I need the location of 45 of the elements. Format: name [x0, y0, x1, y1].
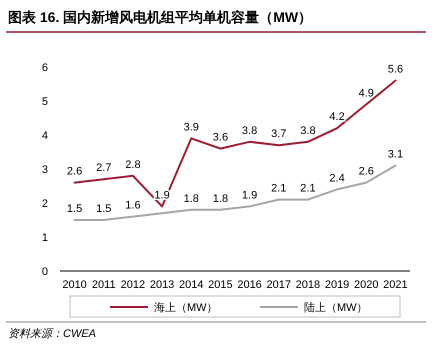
legend-label: 陆上（MW） — [304, 301, 368, 314]
y-tick-label: 2 — [42, 198, 48, 210]
x-tick-label: 2017 — [266, 279, 291, 291]
data-label: 2.1 — [300, 182, 316, 195]
legend-label: 海上（MW） — [154, 301, 218, 314]
y-tick-label: 6 — [42, 62, 48, 74]
data-label: 3.1 — [388, 148, 404, 161]
data-label: 1.8 — [212, 192, 228, 205]
x-tick-label: 2014 — [179, 279, 204, 291]
data-label: 5.6 — [388, 64, 404, 76]
data-label: 1.5 — [66, 203, 82, 215]
data-label: 2.7 — [96, 162, 112, 174]
data-label: 4.2 — [329, 111, 345, 124]
text: 资料来源：CWEA — [8, 327, 96, 340]
data-label: 1.9 — [242, 189, 258, 202]
y-tick-label: 0 — [42, 266, 48, 278]
x-tick-label: 2010 — [62, 279, 87, 291]
x-tick-label: 2018 — [296, 279, 320, 291]
data-label: 1.6 — [125, 200, 141, 212]
chart-title: 图表 16. 国内新增风电机组平均单机容量（MW） — [8, 9, 312, 25]
data-label: 3.7 — [271, 128, 286, 140]
data-label: 2.6 — [66, 166, 82, 178]
x-tick-label: 2020 — [354, 279, 378, 291]
x-tick-label: 2015 — [208, 279, 233, 291]
x-tick-label: 2011 — [92, 279, 116, 291]
x-tick-label: 2012 — [120, 279, 146, 291]
data-label: 2.4 — [329, 172, 345, 184]
data-label: 2.6 — [358, 166, 374, 178]
data-label: 1.5 — [96, 203, 112, 215]
data-label: 4.9 — [358, 87, 374, 100]
data-label: 2.8 — [125, 158, 141, 171]
data-label: 3.9 — [184, 121, 199, 134]
y-tick-label: 4 — [42, 130, 48, 142]
data-label: 1.8 — [184, 192, 199, 205]
y-tick-label: 5 — [42, 96, 48, 108]
data-label: 3.6 — [212, 132, 228, 144]
data-label: 3.8 — [300, 124, 316, 137]
x-tick-label: 2021 — [383, 279, 408, 291]
x-tick-label: 2016 — [237, 279, 262, 291]
y-tick-label: 3 — [42, 164, 48, 176]
x-tick-label: 2013 — [150, 279, 174, 291]
data-label: 3.8 — [242, 124, 258, 137]
y-tick-label: 1 — [42, 232, 48, 244]
data-label: 2.1 — [271, 182, 286, 195]
x-tick-label: 2019 — [324, 279, 350, 291]
